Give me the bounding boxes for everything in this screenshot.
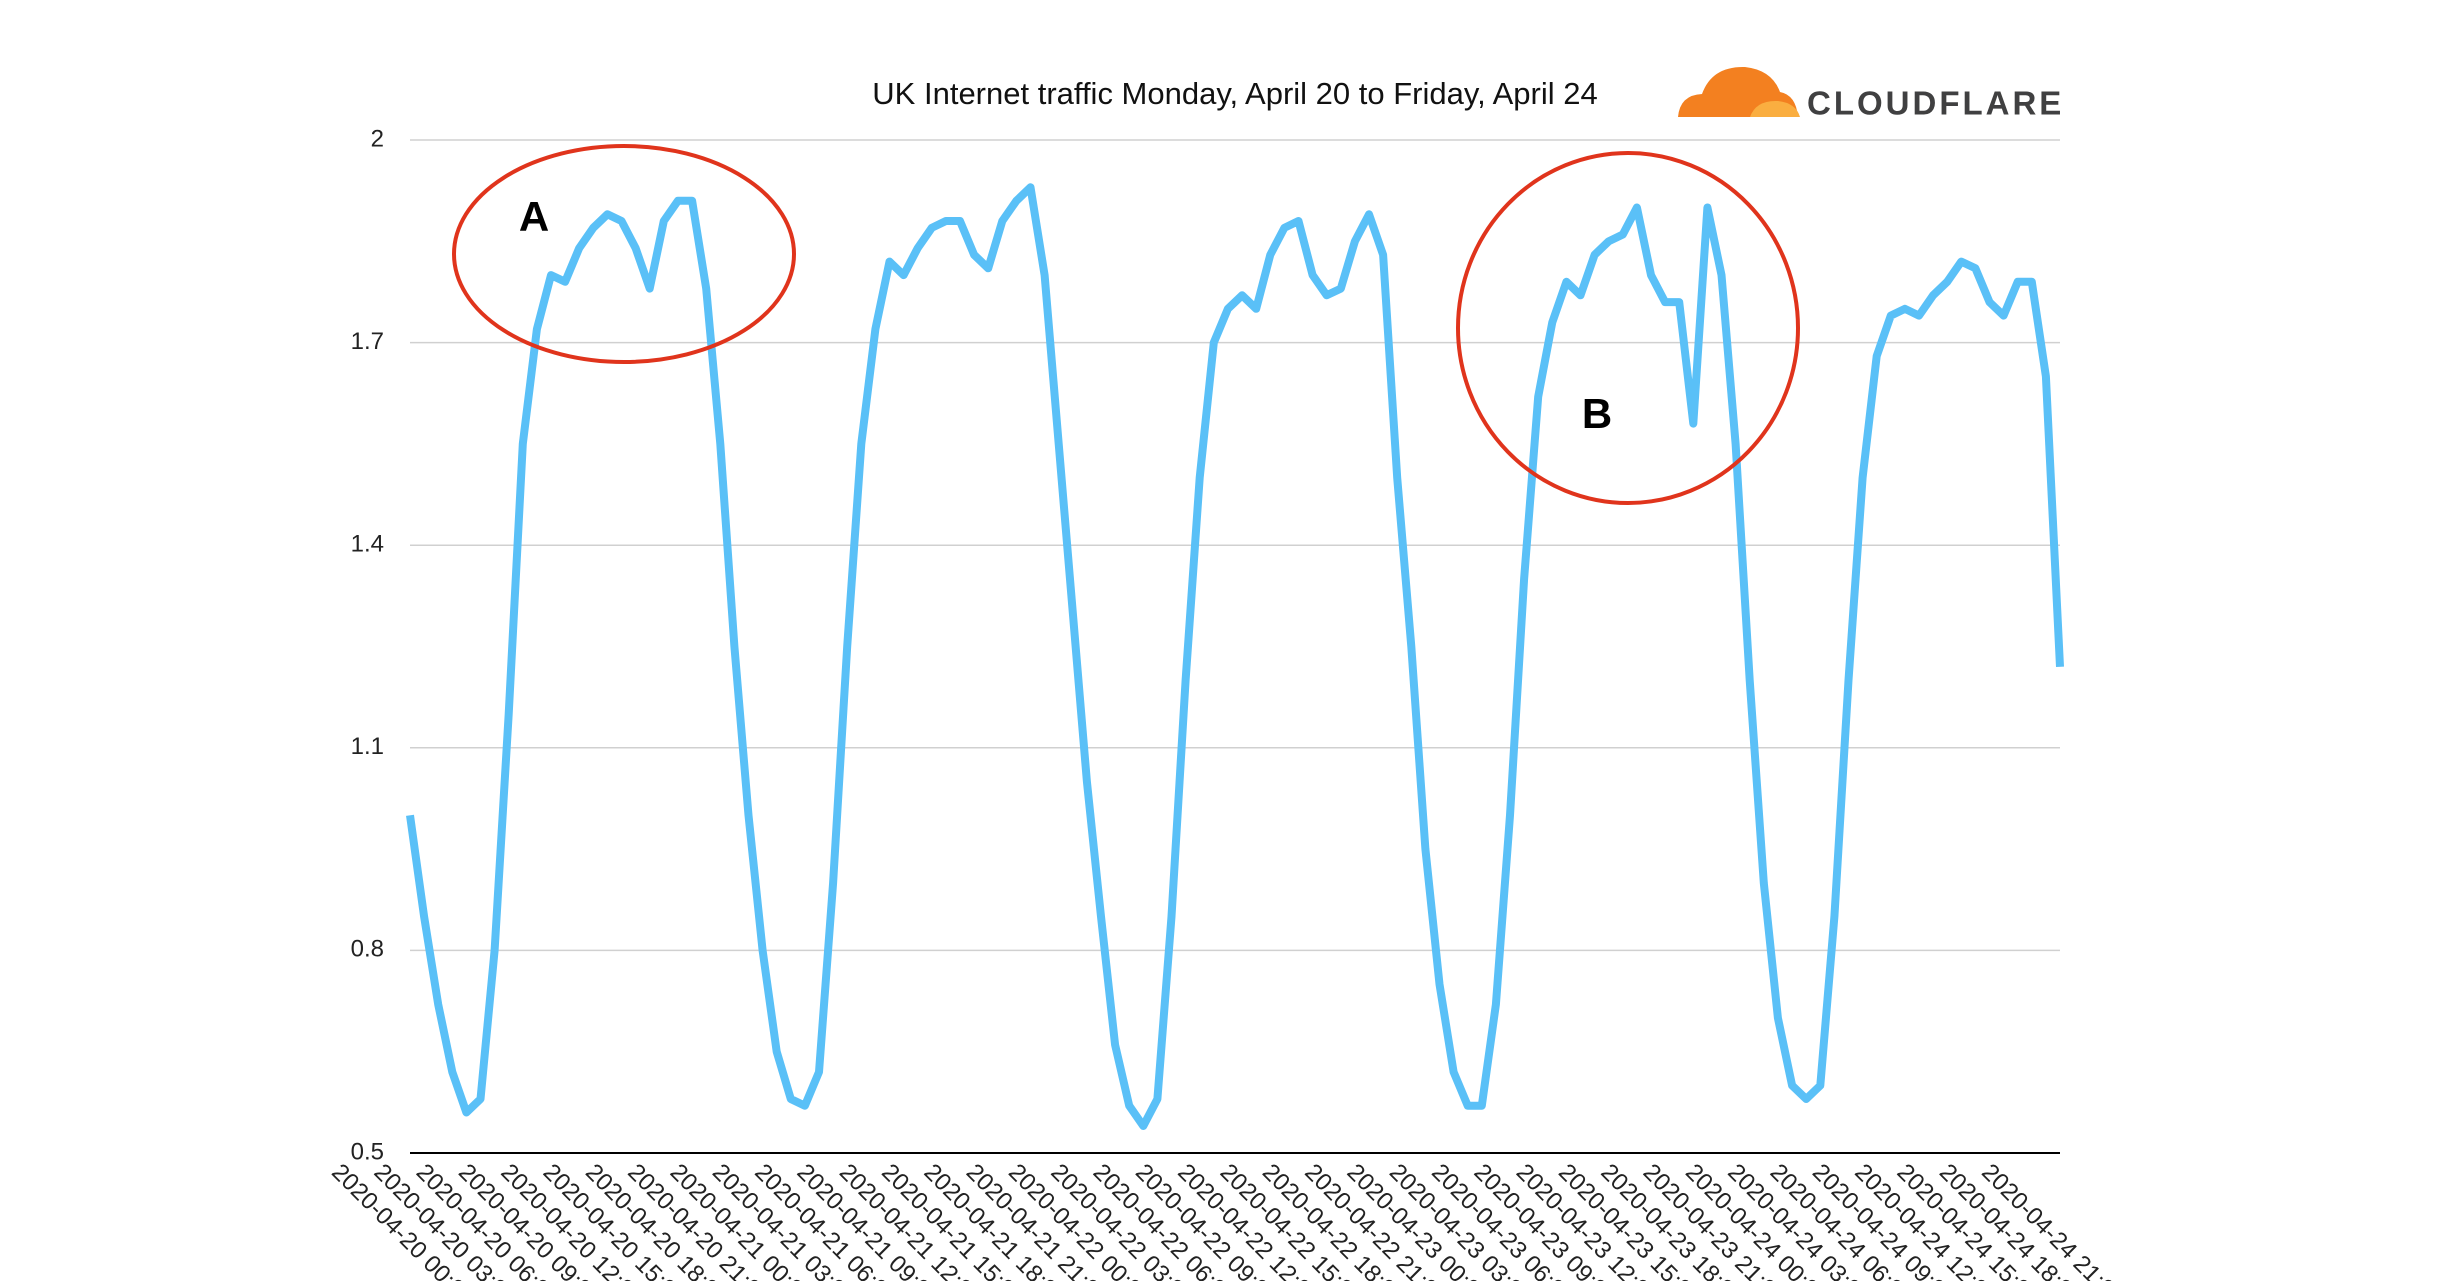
y-tick-label: 0.5 bbox=[351, 1138, 384, 1165]
highlight-ellipse bbox=[1456, 151, 1800, 505]
logo-cloud-small bbox=[1750, 100, 1800, 117]
logo: CLOUDFLARE bbox=[1678, 66, 2064, 122]
chart-title: UK Internet traffic Monday, April 20 to … bbox=[872, 76, 1597, 111]
highlight-ellipse bbox=[452, 144, 796, 364]
data-line bbox=[406, 183, 2064, 1130]
annotation: B bbox=[1582, 390, 1612, 437]
y-tick-label: 1.1 bbox=[351, 733, 384, 760]
y-tick-label: 1.7 bbox=[351, 328, 384, 355]
y-tick-label: 1.4 bbox=[351, 531, 384, 558]
y-tick-label: 0.8 bbox=[351, 936, 384, 963]
y-tick-label: 2 bbox=[371, 125, 384, 152]
annotation: A bbox=[519, 193, 549, 240]
logo-text: CLOUDFLARE bbox=[1807, 85, 2064, 122]
